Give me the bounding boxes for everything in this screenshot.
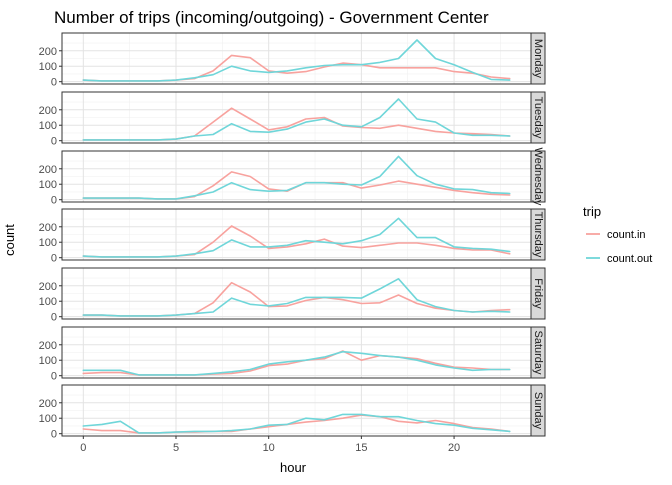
legend-items: count.in count.out (586, 229, 652, 265)
series-line-count-out (82, 39, 511, 82)
panel-sunday: 0 100 200 Sunday (39, 384, 546, 441)
x-axis: 0 5 10 15 20 (80, 436, 460, 454)
y-tick-label: 100 (39, 120, 57, 132)
facet-strip (530, 326, 546, 379)
y-tick-label: 0 (51, 371, 57, 383)
facet-strip (530, 267, 546, 320)
series-line-count-out (82, 277, 511, 317)
x-tick-label: 20 (448, 442, 460, 454)
y-tick-label: 100 (39, 179, 57, 191)
y-tick-label: 100 (39, 237, 57, 249)
y-axis-title: count (2, 224, 17, 256)
series-line-count-out (82, 155, 511, 200)
facet-strip-label: Monday (532, 39, 544, 79)
facet-strip-label: Sunday (532, 392, 544, 430)
y-tick-label: 200 (39, 340, 57, 352)
y-tick-label: 200 (39, 281, 57, 293)
facet-strip (530, 32, 546, 85)
y-tick-label: 100 (39, 413, 57, 425)
y-tick-label: 0 (51, 136, 57, 148)
panel-tuesday: 0 100 200 Tuesday (39, 91, 546, 148)
facet-strip-label: Tuesday (532, 97, 544, 139)
legend: trip count.in count.out (583, 204, 652, 265)
panel-monday: 0 100 200 Monday (39, 32, 546, 89)
series-line-count-out (82, 217, 511, 258)
facet-strip-label: Wednesday (532, 148, 544, 206)
series-line-count-out (82, 350, 511, 376)
facet-strip-label: Friday (532, 278, 544, 309)
y-tick-label: 100 (39, 355, 57, 367)
series-line-count-out (82, 98, 511, 141)
facet-strip (530, 208, 546, 261)
legend-item-count-out: count.out (586, 253, 652, 265)
x-tick-label: 10 (263, 442, 275, 454)
y-tick-label: 200 (39, 222, 57, 234)
legend-label: count.in (607, 229, 646, 241)
x-tick-label: 0 (80, 442, 86, 454)
y-tick-label: 0 (51, 77, 57, 89)
y-tick-label: 0 (51, 253, 57, 265)
facet-strip (530, 150, 546, 203)
y-tick-label: 0 (51, 195, 57, 207)
legend-title: trip (583, 204, 601, 219)
panel-saturday: 0 100 200 Saturday (39, 326, 546, 383)
y-tick-label: 0 (51, 312, 57, 324)
facet-strip (530, 91, 546, 144)
panel-thursday: 0 100 200 Thursday (39, 208, 546, 265)
legend-label: count.out (607, 253, 652, 265)
facet-strip-label: Saturday (532, 330, 544, 375)
y-tick-label: 100 (39, 61, 57, 73)
x-axis-title: hour (280, 460, 307, 475)
y-tick-label: 200 (39, 46, 57, 58)
x-tick-label: 15 (355, 442, 367, 454)
chart-title: Number of trips (incoming/outgoing) - Go… (54, 8, 489, 27)
facet-panels: 0 100 200 Monday 0 100 200 Tuesday 0 100 200 Wednes… (39, 32, 546, 441)
facet-strip (530, 384, 546, 437)
y-tick-label: 200 (39, 105, 57, 117)
series-line-count-out (82, 413, 511, 434)
panel-wednesday: 0 100 200 Wednesday (39, 148, 546, 207)
legend-item-count-in: count.in (586, 229, 646, 241)
y-tick-label: 0 (51, 429, 57, 441)
y-tick-label: 100 (39, 296, 57, 308)
x-tick-label: 5 (173, 442, 179, 454)
facet-strip-label: Thursday (532, 212, 544, 258)
panel-friday: 0 100 200 Friday (39, 267, 546, 324)
y-tick-label: 200 (39, 164, 57, 176)
y-tick-label: 200 (39, 398, 57, 410)
